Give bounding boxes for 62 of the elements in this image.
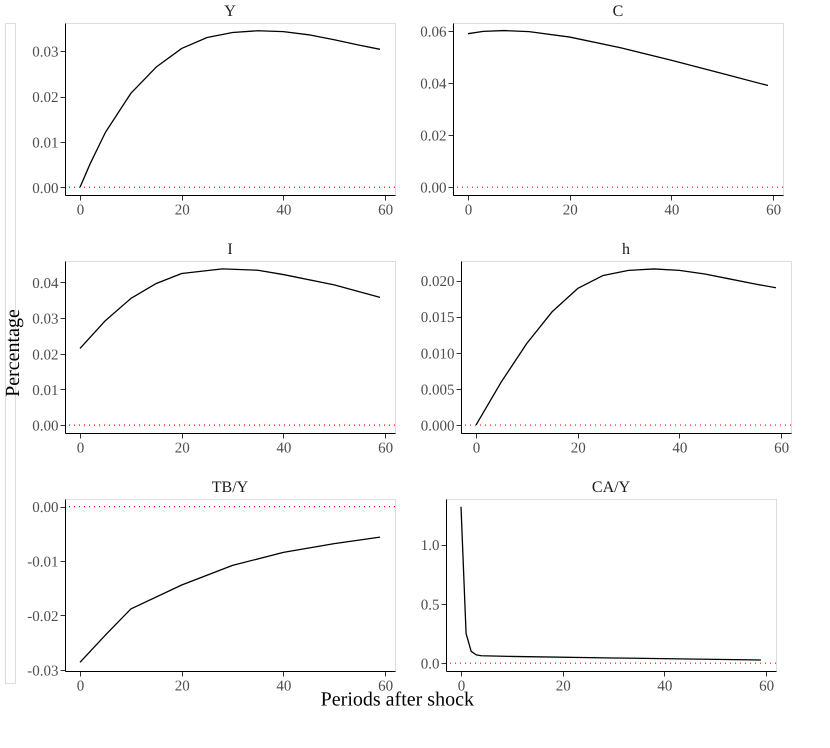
x-tick-label: 40 — [672, 440, 688, 456]
y-tick-label: 0.5 — [420, 597, 440, 614]
y-tick-label: 0.06 — [420, 24, 447, 40]
y-tick-label: 0.04 — [32, 276, 59, 292]
y-tick-label: 0.00 — [32, 180, 58, 197]
y-tick-label: 0.02 — [32, 90, 58, 106]
x-tick-label: 0 — [76, 202, 84, 218]
y-tick-label: -0.02 — [27, 608, 58, 625]
x-tick-label: 20 — [174, 678, 190, 694]
chart-title: C — [612, 3, 624, 20]
chart-title: I — [227, 241, 233, 258]
x-tick-label: 60 — [378, 202, 394, 218]
chart-title: CA/Y — [592, 479, 631, 496]
line-series — [79, 30, 381, 188]
y-tick-label: 0.00 — [420, 180, 446, 197]
y-tick-label: -0.03 — [27, 663, 58, 680]
x-tick-label: 0 — [76, 440, 84, 456]
y-tick-label: 0.03 — [32, 44, 58, 61]
y-tick-label: 0.0 — [420, 656, 440, 673]
y-tick-label: 0.02 — [420, 128, 446, 145]
y-tick-label: 0.00 — [32, 500, 58, 516]
y-tick-label: 0.020 — [420, 274, 454, 290]
line-series — [79, 536, 381, 663]
x-tick-label: 40 — [276, 202, 292, 218]
chart-title: TB/Y — [212, 479, 249, 496]
line-series — [460, 506, 762, 661]
x-tick-label: 20 — [562, 202, 578, 218]
chart-title: Y — [224, 3, 236, 20]
y-tick-label: 0.015 — [420, 310, 454, 326]
x-tick-label: 0 — [458, 678, 466, 694]
x-tick-label: 0 — [76, 678, 84, 694]
y-tick-label: 0.00 — [32, 418, 58, 435]
line-series — [79, 268, 381, 350]
x-tick-label: 60 — [774, 440, 790, 456]
x-tick-label: 20 — [570, 440, 586, 456]
x-tick-label: 20 — [174, 202, 190, 218]
y-tick-label: 0.01 — [32, 135, 58, 152]
y-tick-label: 0.000 — [420, 418, 454, 435]
x-tick-label: 40 — [276, 678, 292, 694]
x-tick-label: 0 — [472, 440, 480, 456]
y-tick-label: 0.02 — [32, 347, 58, 364]
y-tick-label: 0.01 — [32, 382, 58, 399]
x-tick-label: 20 — [556, 678, 571, 694]
chart-title: h — [622, 241, 630, 258]
x-tick-label: 20 — [174, 440, 190, 456]
x-tick-label: 40 — [664, 202, 680, 218]
x-tick-label: 40 — [657, 678, 672, 694]
y-tick-label: 0.03 — [32, 312, 58, 328]
y-tick-label: 0.04 — [420, 76, 447, 92]
x-tick-label: 60 — [759, 678, 774, 694]
x-tick-label: 60 — [378, 440, 394, 456]
x-tick-label: 40 — [276, 440, 292, 456]
y-tick-label: -0.01 — [27, 554, 58, 571]
y-tick-label: 0.010 — [420, 346, 454, 362]
y-axis-title: Percentage — [2, 309, 24, 397]
line-series — [475, 268, 777, 426]
x-tick-label: 60 — [766, 202, 782, 218]
x-tick-label: 0 — [464, 202, 472, 218]
x-tick-label: 60 — [378, 678, 394, 694]
y-tick-label: 0.005 — [420, 382, 454, 398]
y-tick-label: 1.0 — [420, 538, 440, 554]
line-series — [467, 30, 769, 86]
